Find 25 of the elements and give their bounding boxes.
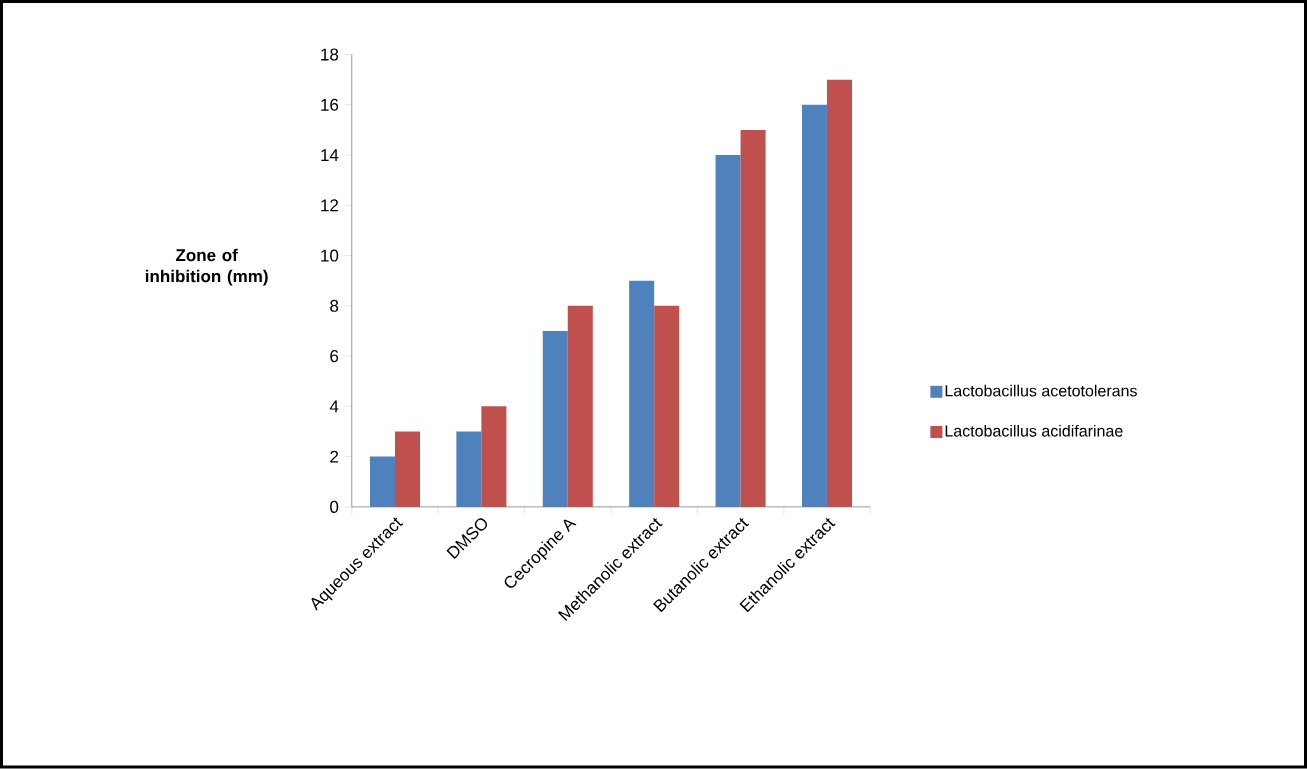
y-tick-label: 18 (321, 48, 339, 61)
bar (542, 331, 568, 508)
y-axis-title: Zone of inhibition (mm) (145, 248, 268, 286)
bar (629, 280, 655, 508)
bar (456, 431, 482, 508)
y-tick-label: 8 (330, 300, 339, 313)
y-tick-label: 0 (330, 501, 339, 514)
y-tick-label: 16 (321, 98, 339, 112)
y-tick-label: 6 (330, 350, 339, 363)
legend-label: Lactobacillus acetotolerans (945, 384, 1137, 397)
bar (826, 79, 852, 508)
y-tick-label: 10 (321, 249, 339, 262)
y-tick-label: 4 (329, 400, 339, 413)
y-tick-label: 2 (330, 450, 339, 463)
bar (567, 306, 593, 508)
y-tick-label: 14 (321, 149, 339, 162)
legend-label: Lactobacillus acidifarinae (945, 425, 1123, 437)
bar (715, 155, 741, 508)
bar (369, 456, 395, 508)
bar (801, 105, 827, 508)
bar (740, 130, 766, 508)
y-tick-label: 12 (321, 199, 339, 212)
bar (481, 406, 507, 508)
bar (394, 431, 420, 508)
bar (654, 306, 680, 508)
